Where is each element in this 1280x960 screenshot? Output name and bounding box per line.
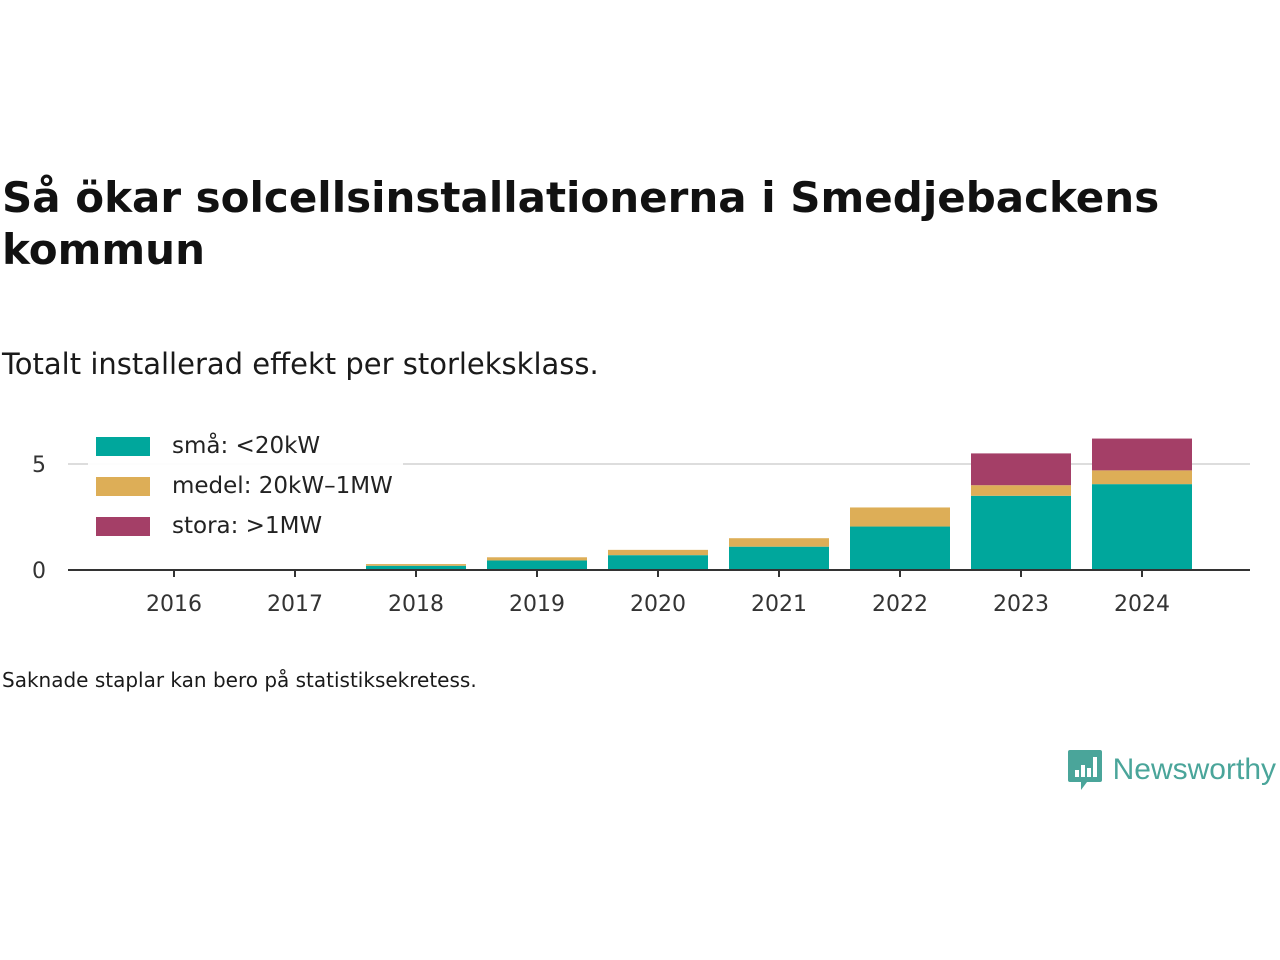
brand[interactable]: Newsworthy — [1067, 748, 1276, 792]
x-tick-label: 2023 — [993, 592, 1049, 617]
x-tick-label: 2018 — [388, 592, 444, 617]
legend-swatch-medium — [96, 476, 150, 496]
bar-segment — [366, 565, 466, 570]
bar-segment — [971, 495, 1071, 570]
bar-segment — [1092, 438, 1192, 471]
brand-name: Newsworthy — [1112, 753, 1276, 786]
chart-title: Så ökar solcellsinstallationerna i Smedj… — [2, 173, 1160, 274]
legend-label-small: små: <20kW — [172, 433, 321, 459]
x-tick-label: 2020 — [630, 592, 686, 617]
legend-item-medium: medel: 20kW–1MW — [96, 466, 393, 506]
x-tick-label: 2017 — [267, 592, 323, 617]
y-tick-label: 5 — [32, 453, 46, 478]
bar-segment — [1092, 484, 1192, 570]
chart-subtitle: Totalt installerad effekt per storlekskl… — [2, 347, 599, 381]
x-tick-label: 2022 — [872, 592, 928, 617]
bar-segment — [971, 453, 1071, 486]
x-tick-label: 2021 — [751, 592, 807, 617]
bar-segment — [487, 557, 587, 561]
x-tick-label: 2019 — [509, 592, 565, 617]
newsworthy-logo-icon — [1067, 750, 1102, 790]
footnote: Saknade staplar kan bero på statistiksek… — [2, 668, 477, 692]
bar-segment — [1092, 470, 1192, 485]
legend-label-large: stora: >1MW — [172, 513, 323, 539]
legend-item-small: små: <20kW — [96, 426, 393, 466]
x-tick-label: 2016 — [146, 592, 202, 617]
bar-segment — [729, 538, 829, 547]
bar-segment — [608, 549, 708, 556]
chart-legend: små: <20kW medel: 20kW–1MW stora: >1MW — [88, 422, 403, 552]
legend-swatch-large — [96, 516, 150, 536]
bar-segment — [850, 507, 950, 527]
bar-chart: 0 5 2016 2017 2018 2019 2020 2021 2022 2023 2024 — [32, 438, 1250, 617]
bar-segment — [729, 546, 829, 570]
bar-segment — [487, 560, 587, 570]
bar-segment — [608, 555, 708, 570]
bar-segment — [366, 564, 466, 566]
legend-label-medium: medel: 20kW–1MW — [172, 473, 393, 499]
chart-area: 0 5 2016 2017 2018 2019 2020 2021 2022 2023 2024 — [0, 410, 1280, 630]
bar-segment — [971, 485, 1071, 496]
y-tick-label: 0 — [32, 559, 46, 584]
legend-swatch-small — [96, 436, 150, 456]
bar-segment — [850, 526, 950, 570]
x-tick-label: 2024 — [1114, 592, 1170, 617]
legend-item-large: stora: >1MW — [96, 506, 393, 546]
